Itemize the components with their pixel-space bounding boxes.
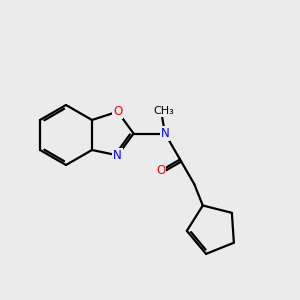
Text: CH₃: CH₃ (154, 106, 175, 116)
Text: O: O (156, 164, 165, 177)
Text: N: N (161, 127, 170, 140)
Text: O: O (113, 105, 122, 118)
Text: N: N (113, 149, 122, 162)
